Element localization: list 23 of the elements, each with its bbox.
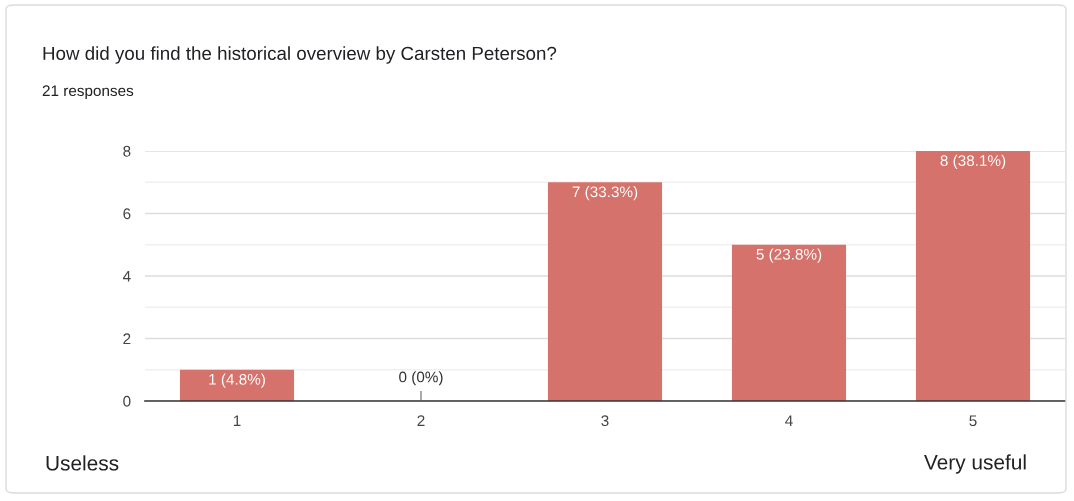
chart-subtitle: 21 responses — [42, 85, 134, 100]
y-tick-label: 2 — [123, 333, 131, 345]
text: Very useful — [924, 454, 1026, 474]
data-label: 7 (33.3%) — [572, 186, 638, 201]
bar — [547, 182, 663, 401]
y-tick-label: 6 — [123, 208, 131, 220]
chart-title: How did you find the historical overview by Carsten Peterson? — [43, 46, 557, 64]
data-label: 1 (4.8%) — [209, 373, 265, 388]
data-label: 8 (38.1%) — [940, 154, 1006, 169]
data-label: 5 (23.8%) — [756, 248, 822, 263]
bar — [915, 151, 1031, 401]
x-tick-label: 5 — [969, 415, 977, 427]
x-tick-label: 2 — [417, 415, 425, 426]
bar — [179, 369, 295, 401]
x-tick-label: 1 — [233, 415, 241, 426]
y-tick-label: 8 — [123, 145, 131, 157]
y-tick-label: 4 — [122, 271, 131, 282]
y-tick-label: 0 — [123, 395, 131, 407]
bar — [731, 244, 847, 401]
x-tick-label: 3 — [601, 415, 609, 427]
data-label: 0 (0%) — [399, 371, 443, 386]
x-tick-label: 4 — [785, 415, 793, 426]
text: Useless — [46, 455, 119, 471]
